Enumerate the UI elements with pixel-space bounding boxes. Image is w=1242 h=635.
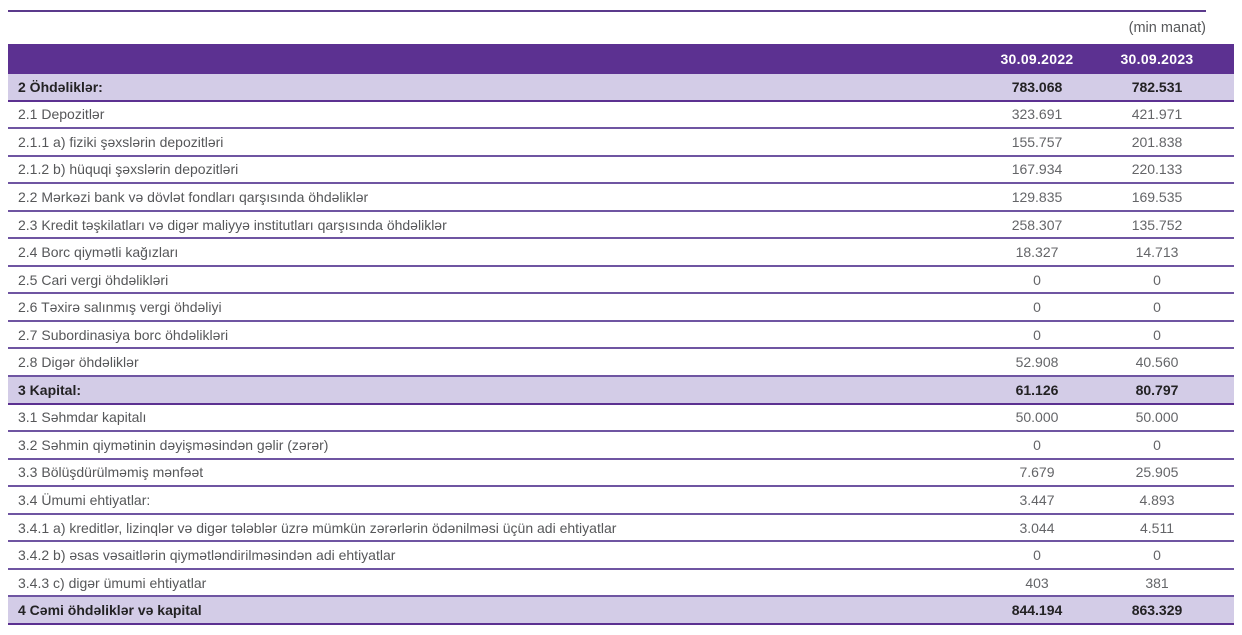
row-value-2022: 783.068 — [1011, 78, 1063, 95]
table-row: 2.1.2 b) hüquqi şəxslərin depozitləri 167… — [8, 156, 1234, 185]
row-value-2023: 0 — [1153, 299, 1161, 316]
row-value-2023: 201.838 — [1131, 133, 1183, 150]
table-body: 2 Öhdəliklər: 783.068 782.531 2.1 Depozitlə… — [8, 74, 1234, 625]
column-header-2022: 30.09.2022 — [1000, 51, 1074, 67]
row-value-2022: 167.934 — [1011, 161, 1063, 178]
row-value-2023: 25.905 — [1135, 464, 1179, 481]
row-value-2023: 80.797 — [1135, 381, 1179, 398]
row-label: 3.4.2 b) əsas vəsaitlərin qiymətləndiril… — [18, 547, 396, 564]
table-row: 2.1 Depozitlər 323.691 421.971 — [8, 101, 1234, 130]
row-label: 3.4.1 a) kreditlər, lizinqlər və digər t… — [18, 519, 617, 536]
row-value-2022: 61.126 — [1015, 381, 1059, 398]
row-value-2022: 0 — [1033, 271, 1041, 288]
unit-label: (min manat) — [1128, 20, 1206, 36]
row-value-2023: 169.535 — [1131, 188, 1183, 205]
row-label: 3.1 Səhmdar kapitalı — [18, 409, 147, 426]
row-value-2023: 220.133 — [1131, 161, 1183, 178]
row-value-2023: 0 — [1153, 436, 1161, 453]
row-label: 2.8 Digər öhdəliklər — [18, 354, 139, 371]
row-value-2022: 7.679 — [1019, 464, 1055, 481]
row-label: 2.1 Depozitlər — [18, 106, 105, 123]
table-row: 2.4 Borc qiymətli kağızları 18.327 14.713 — [8, 239, 1234, 267]
row-value-2023: 0 — [1153, 547, 1161, 564]
row-label: 2.3 Kredit təşkilatları və digər maliyyə… — [18, 216, 447, 233]
row-label: 3.3 Bölüşdürülməmiş mənfəət — [18, 464, 204, 481]
row-value-2022: 52.908 — [1015, 354, 1059, 371]
row-value-2022: 403 — [1025, 574, 1049, 591]
row-label: 2.6 Təxirə salınmış vergi öhdəliyi — [18, 299, 222, 316]
table-section-row: 4 Cəmi öhdəliklər və kapital 844.194 863.3… — [8, 597, 1234, 625]
row-value-2023: 14.713 — [1135, 244, 1179, 261]
row-value-2023: 135.752 — [1131, 216, 1183, 233]
row-value-2022: 129.835 — [1011, 188, 1063, 205]
row-value-2022: 3.447 — [1019, 491, 1055, 508]
table-row: 3.4.3 c) digər ümumi ehtiyatlar 403 381 — [8, 569, 1234, 598]
row-value-2022: 0 — [1033, 299, 1041, 316]
table-row: 3.4.1 a) kreditlər, lizinqlər və digər t… — [8, 514, 1234, 543]
table-row: 2.3 Kredit təşkilatları və digər maliyyə… — [8, 211, 1234, 240]
row-label: 2.5 Cari vergi öhdəlikləri — [18, 271, 169, 288]
table-row: 3.2 Səhmin qiymətinin dəyişməsindən gəli… — [8, 432, 1234, 460]
row-label: 2.2 Mərkəzi bank və dövlət fondları qarş… — [18, 188, 369, 205]
row-value-2023: 421.971 — [1131, 106, 1183, 123]
row-value-2022: 323.691 — [1011, 106, 1063, 123]
row-value-2022: 258.307 — [1011, 216, 1063, 233]
table-row: 2.6 Təxirə salınmış vergi öhdəliyi 0 0 — [8, 294, 1234, 322]
row-value-2022: 18.327 — [1015, 244, 1059, 261]
row-value-2022: 3.044 — [1019, 519, 1055, 536]
row-value-2023: 50.000 — [1135, 409, 1179, 426]
row-value-2023: 0 — [1153, 271, 1161, 288]
row-value-2023: 381 — [1145, 574, 1169, 591]
table-row: 2.7 Subordinasiya borc öhdəlikləri 0 0 — [8, 321, 1234, 350]
table-row: 3.4.2 b) əsas vəsaitlərin qiymətləndiril… — [8, 542, 1234, 570]
row-value-2023: 4.511 — [1140, 519, 1174, 536]
row-value-2023: 0 — [1153, 326, 1161, 343]
row-label: 3 Kapital: — [18, 381, 82, 398]
table-row: 3.1 Səhmdar kapitalı 50.000 50.000 — [8, 404, 1234, 433]
column-header-2023: 30.09.2023 — [1120, 51, 1194, 67]
row-value-2022: 0 — [1033, 436, 1041, 453]
row-label: 3.4 Ümumi ehtiyatlar: — [18, 491, 151, 508]
row-value-2022: 844.194 — [1011, 602, 1063, 619]
row-label: 4 Cəmi öhdəliklər və kapital — [18, 602, 202, 619]
table-row: 2.2 Mərkəzi bank və dövlət fondları qarş… — [8, 184, 1234, 212]
row-label: 2.4 Borc qiymətli kağızları — [18, 244, 179, 261]
row-label: 2.7 Subordinasiya borc öhdəlikləri — [18, 326, 229, 343]
row-label: 3.4.3 c) digər ümumi ehtiyatlar — [18, 574, 207, 591]
table-row: 3.4 Ümumi ehtiyatlar: 3.447 4.893 — [8, 487, 1234, 515]
row-value-2022: 50.000 — [1015, 409, 1059, 426]
table-row: 3.3 Bölüşdürülməmiş mənfəət 7.679 25.905 — [8, 459, 1234, 488]
row-value-2022: 155.757 — [1011, 133, 1063, 150]
row-label: 2 Öhdəliklər: — [18, 78, 103, 95]
table-header-row: 30.09.2022 30.09.2023 — [8, 44, 1234, 74]
table-row: 2.5 Cari vergi öhdəlikləri 0 0 — [8, 266, 1234, 295]
table-row: 2.1.1 a) fiziki şəxslərin depozitləri 155… — [8, 129, 1234, 157]
row-value-2023: 40.560 — [1135, 354, 1179, 371]
table-section-row: 2 Öhdəliklər: 783.068 782.531 — [8, 74, 1234, 102]
row-value-2022: 0 — [1033, 326, 1041, 343]
row-label: 3.2 Səhmin qiymətinin dəyişməsindən gəli… — [18, 436, 329, 453]
table-section-row: 3 Kapital: 61.126 80.797 — [8, 377, 1234, 405]
row-label: 2.1.2 b) hüquqi şəxslərin depozitləri — [18, 161, 239, 178]
row-value-2023: 782.531 — [1131, 78, 1183, 95]
row-value-2022: 0 — [1033, 547, 1041, 564]
row-label: 2.1.1 a) fiziki şəxslərin depozitləri — [18, 133, 224, 150]
balance-table: 30.09.2022 30.09.2023 2 Öhdəliklər: 783.0… — [8, 44, 1234, 625]
row-value-2023: 863.329 — [1131, 602, 1183, 619]
top-divider — [8, 10, 1206, 12]
row-value-2023: 4.893 — [1139, 491, 1175, 508]
table-row: 2.8 Digər öhdəliklər 52.908 40.560 — [8, 349, 1234, 378]
